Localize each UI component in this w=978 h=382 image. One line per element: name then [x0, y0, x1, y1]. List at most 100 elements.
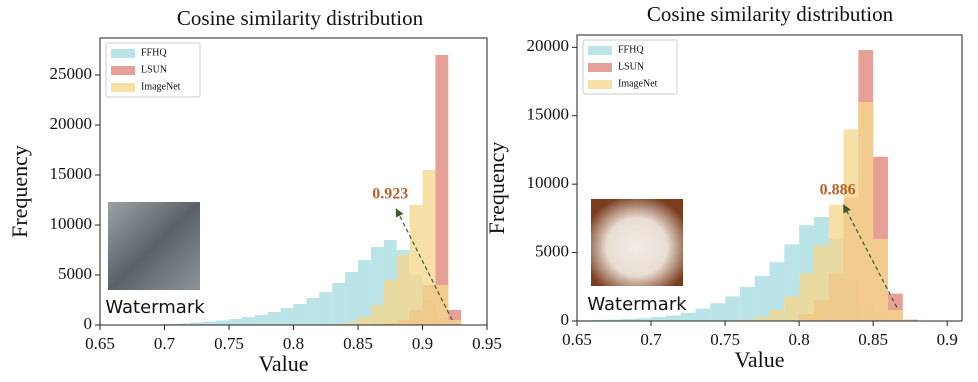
histogram-bar [203, 321, 217, 325]
thumbnail-image [108, 202, 200, 290]
panel: Cosine similarity distribution 0.65 0.7 0.7… [7, 6, 502, 376]
histogram-bar [902, 319, 918, 321]
histogram-bar [754, 316, 770, 321]
histogram-bar [229, 319, 242, 325]
histogram-bar [241, 317, 255, 325]
histogram-bar [254, 315, 268, 325]
x-tick-label: 0.85 [343, 334, 373, 353]
legend-label: LSUN [618, 61, 644, 72]
y-tick-label: 20000 [527, 36, 570, 55]
legend-label: FFHQ [141, 47, 167, 58]
y-tick-label: 25000 [50, 64, 93, 83]
histogram-bar [370, 305, 384, 325]
y-axis-label: Frequency [7, 145, 32, 238]
histogram-bar [813, 245, 829, 321]
chart-title: Cosine similarity distribution [177, 6, 424, 30]
x-tick-label: 0.65 [85, 334, 115, 353]
y-tick-label: 0 [561, 310, 570, 329]
legend-label: LSUN [141, 64, 167, 75]
x-tick-label: 0.65 [562, 330, 592, 349]
y-tick-label: 15000 [50, 164, 93, 183]
histogram-bar [177, 323, 191, 325]
histogram-bar [710, 303, 726, 321]
x-tick-label: 0.7 [640, 330, 662, 349]
histogram-bar [739, 286, 755, 321]
histogram-bar [784, 296, 800, 321]
legend-swatch [588, 80, 612, 89]
legend-swatch [111, 66, 135, 75]
histogram-bar [621, 318, 637, 321]
x-tick-label: 0.75 [214, 334, 244, 353]
watermark-label: Watermark [105, 297, 205, 318]
histogram-bar [358, 317, 371, 325]
thumbnail-image [591, 199, 683, 286]
histogram-bar [435, 285, 449, 325]
legend-label: ImageNet [141, 81, 181, 92]
legend-swatch [111, 83, 135, 92]
y-tick-label: 10000 [50, 214, 93, 233]
x-axis-label: Value [734, 347, 784, 372]
histogram-bar [606, 319, 622, 321]
histogram-bar [591, 319, 607, 321]
y-axis-label: Frequency [484, 142, 509, 235]
chart-title: Cosine similarity distribution [647, 2, 894, 26]
histogram-bar [319, 292, 333, 325]
histogram-bar [665, 315, 681, 321]
panel: Cosine similarity distribution 0.65 0.7 0.7… [484, 2, 963, 372]
histogram-bar [887, 310, 903, 321]
histogram-bar [422, 170, 436, 325]
legend-swatch [111, 49, 135, 58]
histogram-bar [358, 260, 371, 325]
annotation-label: 0.886 [820, 182, 856, 199]
histogram-bar [828, 204, 844, 321]
x-tick-label: 0.7 [154, 334, 176, 353]
x-tick-label: 0.8 [788, 330, 809, 349]
histogram-bar [435, 55, 449, 325]
x-tick-label: 0.9 [937, 330, 958, 349]
annotation-label: 0.923 [372, 186, 408, 203]
y-tick-label: 5000 [535, 241, 569, 260]
legend-swatch [588, 63, 612, 72]
histogram-bar [858, 102, 874, 321]
histogram-bar [843, 129, 859, 321]
x-tick-label: 0.8 [283, 334, 304, 353]
x-tick-label: 0.85 [858, 330, 888, 349]
histogram-bar [680, 312, 696, 321]
annotation-arrow [843, 204, 898, 308]
histogram-bar [448, 320, 462, 325]
histogram-bar [769, 310, 785, 321]
histogram-bar [754, 275, 770, 321]
legend-swatch [588, 46, 612, 55]
legend-label: FFHQ [618, 44, 644, 55]
histogram-bar [725, 296, 740, 321]
histogram-bar [332, 283, 346, 325]
histogram-bar [651, 316, 666, 321]
y-tick-label: 10000 [527, 173, 570, 192]
x-tick-label: 0.95 [472, 334, 502, 353]
histogram-bar [636, 318, 652, 321]
y-tick-label: 15000 [527, 105, 570, 124]
histogram-bar [345, 272, 358, 325]
x-tick-label: 0.75 [710, 330, 740, 349]
histogram-bar [799, 273, 814, 321]
histogram-bar [769, 262, 785, 321]
histogram-bar [267, 312, 281, 325]
watermark-label: Watermark [587, 294, 687, 315]
histogram-bar [190, 322, 204, 325]
histogram-bar [280, 308, 294, 325]
histogram-bar [409, 205, 423, 325]
histogram-bar [345, 322, 358, 325]
histogram-bar [306, 298, 320, 325]
histogram-bar [695, 308, 711, 321]
legend-label: ImageNet [618, 78, 658, 89]
histogram-bar [739, 319, 755, 321]
y-tick-label: 0 [84, 314, 93, 333]
x-axis-label: Value [258, 351, 308, 376]
histogram-bar [383, 280, 397, 325]
y-tick-label: 20000 [50, 114, 93, 133]
plot-frame [576, 34, 963, 322]
y-tick-label: 5000 [58, 264, 92, 283]
x-tick-label: 0.9 [412, 334, 433, 353]
histogram-bar [873, 238, 888, 321]
